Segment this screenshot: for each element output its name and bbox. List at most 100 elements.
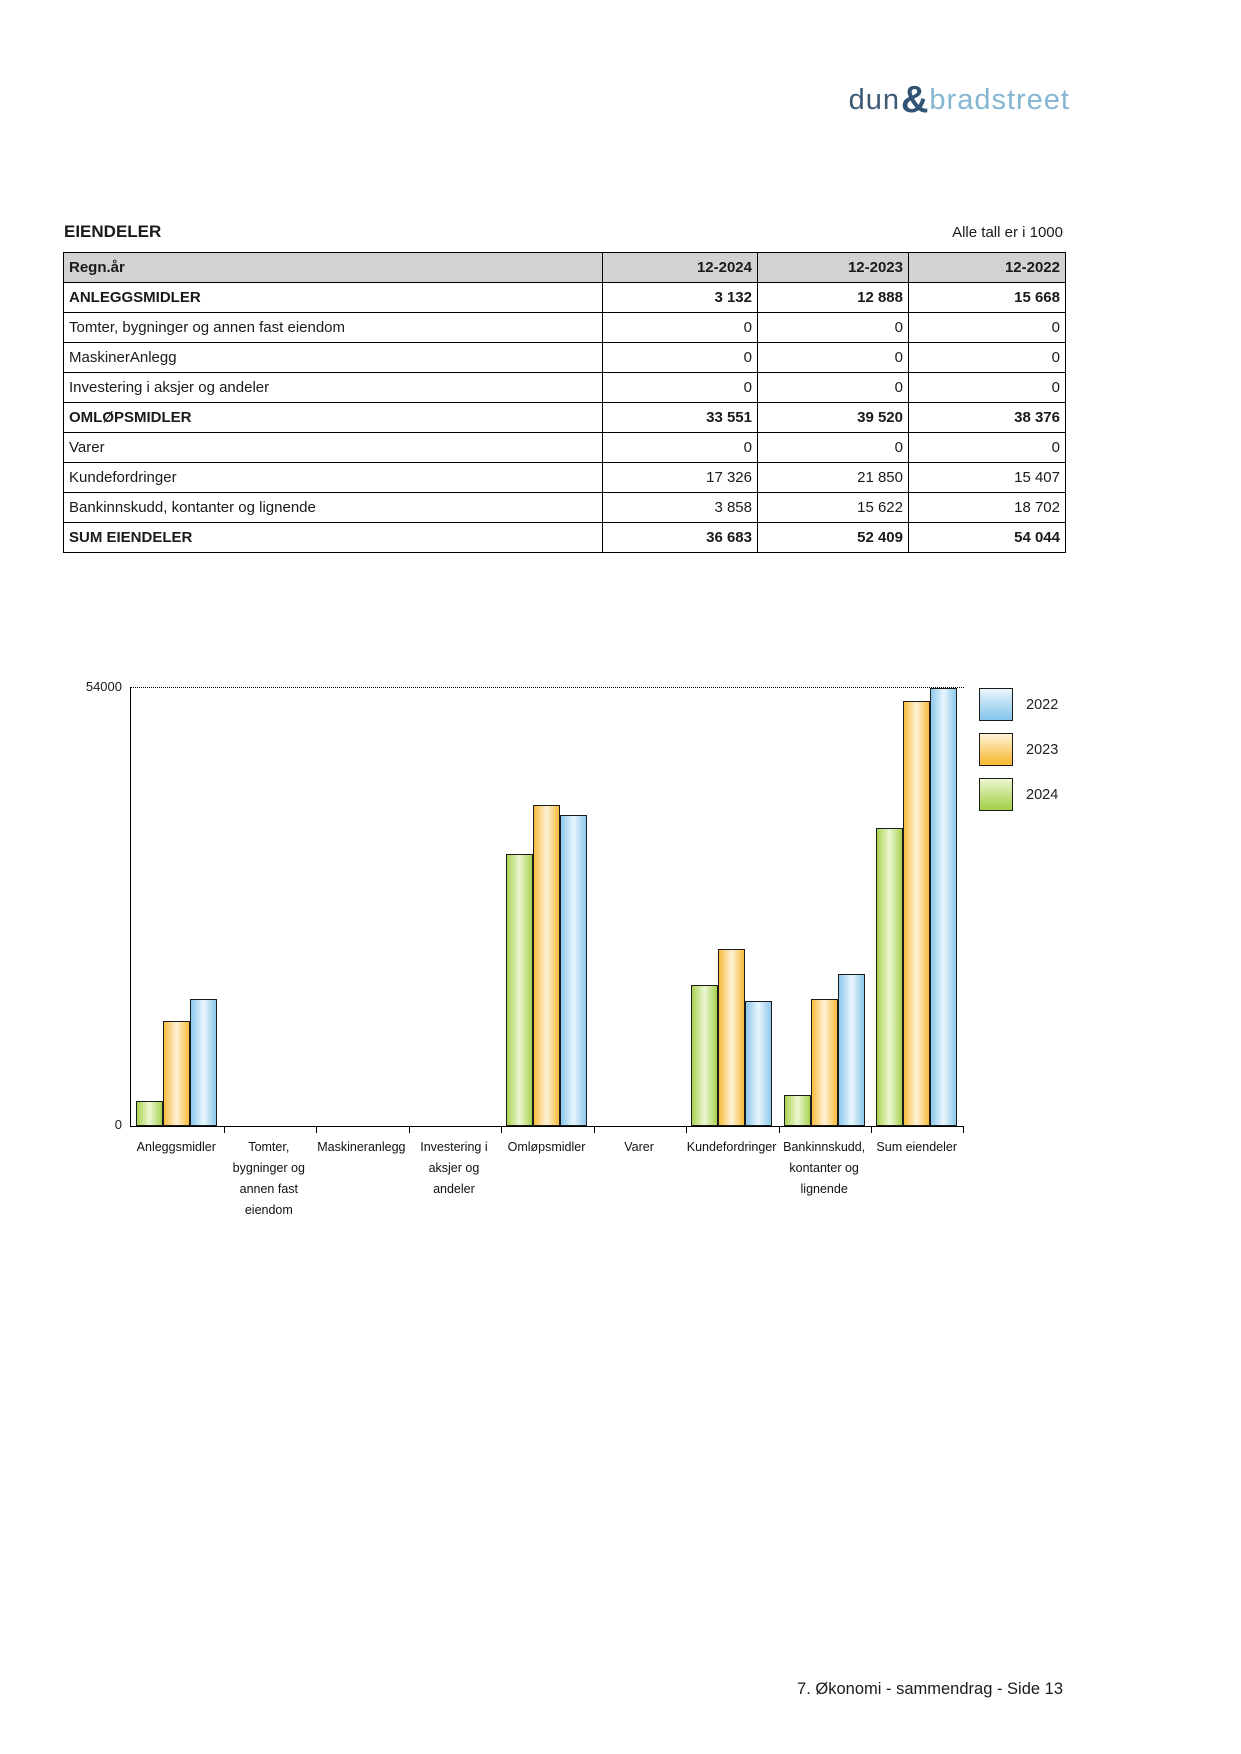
category-label: Anleggsmidler (116, 1137, 237, 1158)
category-label: Tomter, bygninger og annen fast eiendom (209, 1137, 330, 1221)
category-label: Sum eiendeler (856, 1137, 977, 1158)
header-label-cell: Regn.år (63, 252, 603, 283)
legend-swatch-2022 (979, 688, 1013, 721)
chart-bar-2022 (190, 998, 217, 1126)
table-header-row: Regn.år 12-2024 12-2023 12-2022 (63, 252, 1066, 283)
chart-bar-2022 (560, 814, 588, 1126)
dun-bradstreet-logo: dun&bradstreet (849, 80, 1070, 122)
row-value-cell: 0 (757, 312, 909, 343)
table-row: MaskinerAnlegg 0 0 0 (63, 342, 1066, 373)
chart-category-labels: Anleggsmidler Tomter, bygninger og annen fa… (130, 1137, 963, 1247)
table-row: Bankinnskudd, kontanter og lignende 3 858… (63, 492, 1066, 523)
category-label: Maskineranlegg (301, 1137, 422, 1158)
row-value-cell: 52 409 (757, 522, 909, 553)
x-axis-tick (593, 1126, 595, 1133)
legend-swatch-2024 (979, 778, 1013, 811)
chart-bar-2024 (876, 828, 904, 1126)
category-label-line: annen fast (239, 1182, 299, 1196)
legend-label: 2023 (1026, 741, 1059, 758)
chart-bar-2024 (783, 1094, 811, 1126)
chart-bar-2024 (691, 985, 719, 1126)
unit-note: Alle tall er i 1000 (952, 224, 1063, 241)
category-label-line: lignende (800, 1182, 848, 1196)
logo-text-bradstreet: bradstreet (929, 84, 1070, 116)
table-row: Investering i aksjer og andeler 0 0 0 (63, 372, 1066, 403)
row-value-cell: 15 622 (757, 492, 909, 523)
category-label-line: Tomter, (248, 1140, 290, 1154)
chart-bar-2022 (837, 974, 865, 1126)
x-axis-tick (223, 1126, 225, 1133)
row-label-cell: Varer (63, 432, 603, 463)
row-value-cell: 17 326 (602, 462, 758, 493)
row-value-cell: 15 407 (908, 462, 1066, 493)
category-label: Omløpsmidler (486, 1137, 607, 1158)
chart-plot (130, 687, 964, 1133)
chart-bar-2023 (718, 948, 746, 1126)
row-value-cell: 0 (602, 432, 758, 463)
category-label-line: Omløpsmidler (507, 1140, 586, 1154)
category-label-line: aksjer og (428, 1161, 480, 1175)
category-label-line: Sum eiendeler (876, 1140, 958, 1154)
row-value-cell: 0 (602, 342, 758, 373)
header-year-2022: 12-2022 (908, 252, 1066, 283)
x-axis-tick (408, 1126, 410, 1133)
row-value-cell: 0 (602, 312, 758, 343)
row-value-cell: 3 132 (602, 282, 758, 313)
chart-bar-2022 (745, 1001, 773, 1126)
category-label: Kundefordringer (671, 1137, 792, 1158)
row-value-cell: 38 376 (908, 402, 1066, 433)
x-axis-tick (316, 1126, 318, 1133)
row-value-cell: 12 888 (757, 282, 909, 313)
category-label-line: bygninger og (232, 1161, 305, 1175)
row-value-cell: 21 850 (757, 462, 909, 493)
table-row: SUM EIENDELER 36 683 52 409 54 044 (63, 522, 1066, 553)
row-label-cell: SUM EIENDELER (63, 522, 603, 553)
y-axis-max-label: 54000 (85, 679, 122, 694)
row-label-cell: Bankinnskudd, kontanter og lignende (63, 492, 603, 523)
row-value-cell: 0 (908, 372, 1066, 403)
row-label-cell: Investering i aksjer og andeler (63, 372, 603, 403)
assets-table-body: ANLEGGSMIDLER 3 132 12 888 15 668 Tomter, by… (63, 282, 1066, 553)
chart-bar-2023 (163, 1021, 190, 1126)
table-row: OMLØPSMIDLER 33 551 39 520 38 376 (63, 402, 1066, 433)
legend-item-2023: 2023 (979, 733, 1058, 766)
category-label-line: kontanter og (789, 1161, 859, 1175)
category-label-line: andeler (433, 1182, 475, 1196)
table-row: Kundefordringer 17 326 21 850 15 407 (63, 462, 1066, 493)
row-label-cell: MaskinerAnlegg (63, 342, 603, 373)
table-row: ANLEGGSMIDLER 3 132 12 888 15 668 (63, 282, 1066, 313)
header-year-2023: 12-2023 (757, 252, 909, 283)
row-value-cell: 0 (602, 372, 758, 403)
chart-bar-2023 (903, 700, 931, 1126)
category-label-line: Varer (624, 1140, 654, 1154)
chart-bar-2023 (533, 805, 561, 1126)
section-title: EIENDELER (64, 222, 162, 241)
legend-label: 2022 (1026, 696, 1059, 713)
row-label-cell: ANLEGGSMIDLER (63, 282, 603, 313)
table-row: Varer 0 0 0 (63, 432, 1066, 463)
legend-label: 2024 (1026, 786, 1059, 803)
table-row: Tomter, bygninger og annen fast eiendom 0… (63, 312, 1066, 343)
page-footer: 7. Økonomi - sammendrag - Side 13 (797, 1680, 1063, 1698)
category-label-line: eiendom (244, 1203, 293, 1217)
row-label-cell: Kundefordringer (63, 462, 603, 493)
legend-item-2024: 2024 (979, 778, 1058, 811)
x-axis-tick (963, 1126, 964, 1133)
category-label: Investering i aksjer og andeler (394, 1137, 515, 1200)
row-label-cell: OMLØPSMIDLER (63, 402, 603, 433)
category-label-line: Kundefordringer (686, 1140, 777, 1154)
row-value-cell: 0 (757, 372, 909, 403)
row-value-cell: 36 683 (602, 522, 758, 553)
x-axis-tick (871, 1126, 873, 1133)
category-label-line: Investering i (420, 1140, 488, 1154)
x-axis-tick (686, 1126, 688, 1133)
row-value-cell: 0 (757, 342, 909, 373)
category-label-line: Bankinnskudd, (783, 1140, 866, 1154)
logo-text-dun: dun (848, 84, 900, 116)
row-label-cell: Tomter, bygninger og annen fast eiendom (63, 312, 603, 343)
x-axis-tick (778, 1126, 780, 1133)
row-value-cell: 0 (908, 432, 1066, 463)
chart-bar-2024 (506, 853, 534, 1126)
row-value-cell: 3 858 (602, 492, 758, 523)
